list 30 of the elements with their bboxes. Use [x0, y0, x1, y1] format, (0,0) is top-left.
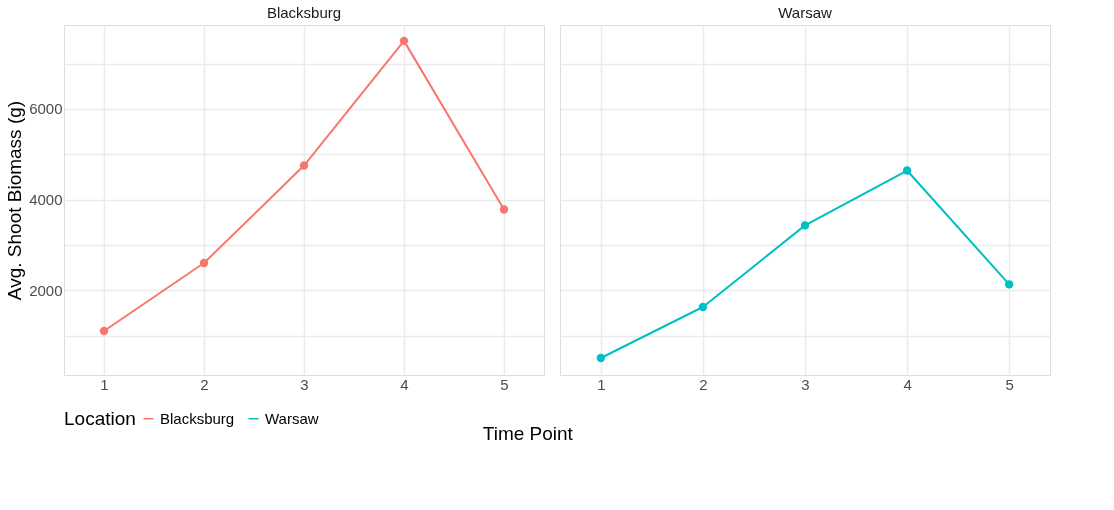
- x-tick-label: 1: [597, 375, 606, 393]
- legend-title: Location: [64, 408, 136, 429]
- point: [596, 353, 606, 363]
- y-axis-title: Avg. Shoot Biomass (g): [4, 100, 26, 301]
- x-tick-label: 3: [801, 375, 810, 393]
- point: [1004, 280, 1014, 289]
- x-tick-label: 5: [1005, 375, 1014, 393]
- x-tick-label: 4: [903, 375, 912, 393]
- legend-label: Blacksburg: [160, 409, 235, 427]
- y-tick-label: 6000: [29, 100, 63, 118]
- point: [99, 326, 109, 336]
- x-tick-label: 4: [400, 375, 409, 393]
- x-tick-label: 2: [200, 375, 209, 393]
- x-tick-label: 5: [500, 375, 509, 393]
- point: [299, 161, 309, 170]
- y-tick-label: 2000: [29, 281, 63, 299]
- point: [698, 302, 708, 312]
- x-tick-label: 1: [100, 375, 109, 393]
- point: [199, 258, 209, 268]
- chart-title: Blacksburg: [266, 4, 342, 21]
- x-tick-label: 3: [300, 375, 309, 393]
- x-tick-label: 2: [699, 375, 708, 393]
- chart-title: Warsaw: [778, 4, 832, 21]
- legend-label: Warsaw: [265, 409, 319, 427]
- y-tick-label: 4000: [29, 191, 63, 209]
- point: [902, 166, 912, 175]
- point: [800, 221, 810, 230]
- point: [499, 205, 509, 214]
- x-axis-title: Time Point: [482, 423, 574, 444]
- point: [399, 36, 409, 46]
